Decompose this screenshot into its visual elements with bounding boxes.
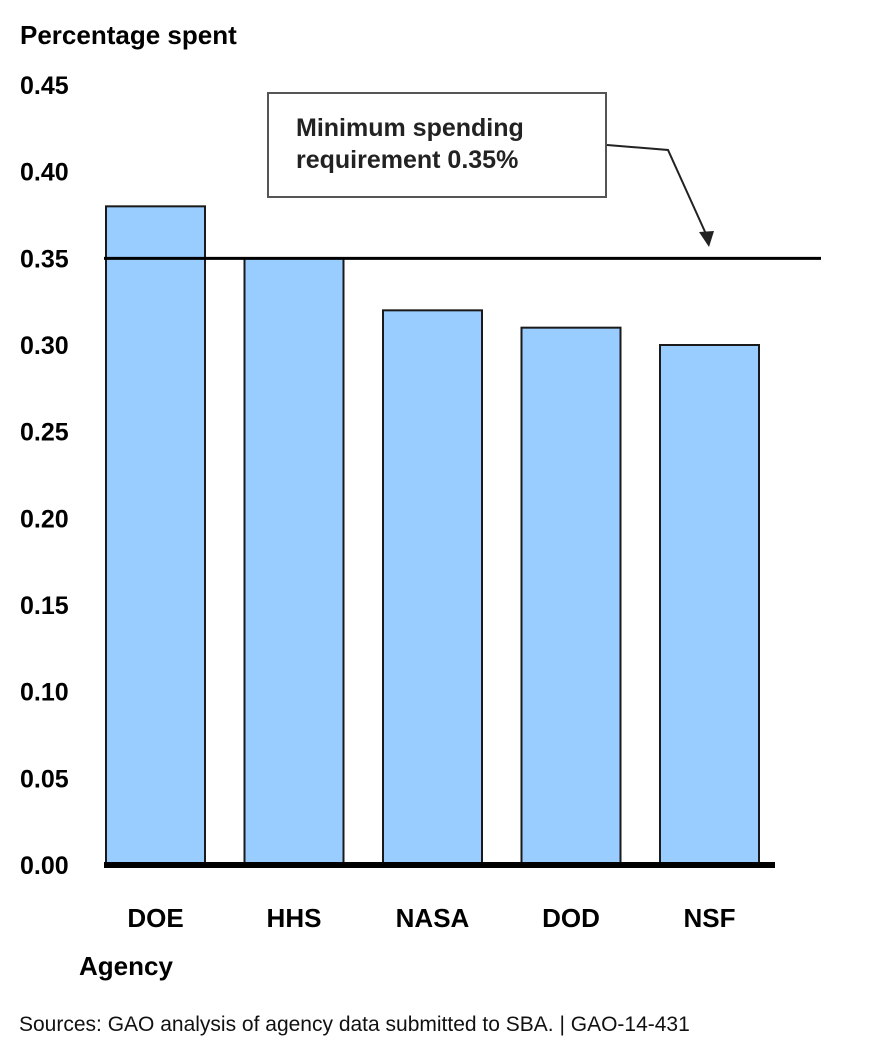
y-tick-label: 0.10: [20, 679, 69, 707]
bars-group: [105, 205, 760, 867]
y-axis-title: Percentage spent: [20, 20, 237, 50]
x-tick-labels: DOE HHS NASA DOD NSF: [127, 903, 735, 933]
x-tick-label-nsf: NSF: [684, 903, 736, 933]
annotation-line-1: Minimum spending: [296, 114, 524, 142]
y-tick-label: 0.30: [20, 332, 69, 360]
y-tick-label: 0.25: [20, 419, 69, 447]
y-tick-label: 0.45: [20, 72, 69, 100]
y-tick-label: 0.40: [20, 159, 69, 187]
y-tick-label: 0.35: [20, 245, 69, 273]
y-tick-labels: 0.00 0.05 0.10 0.15 0.20 0.25 0.30 0.35 0.40 0.45: [20, 72, 69, 880]
x-tick-label-nasa: NASA: [396, 903, 470, 933]
bar-dod: [520, 326, 622, 866]
bar-hhs: [243, 257, 345, 867]
y-tick-label: 0.00: [20, 852, 69, 880]
annotation-arrow-line: [606, 144, 707, 235]
y-tick-label: 0.20: [20, 505, 69, 533]
x-axis-title: Agency: [79, 951, 173, 981]
x-tick-label-hhs: HHS: [267, 903, 322, 933]
annotation-line-2: requirement 0.35%: [296, 146, 518, 174]
bar-doe: [105, 205, 206, 867]
bar-nsf: [659, 344, 760, 866]
annotation-arrowhead-icon: [699, 231, 714, 247]
y-tick-label: 0.05: [20, 765, 69, 793]
annotation-box: [267, 92, 607, 198]
y-tick-label: 0.15: [20, 592, 69, 620]
annotation-callout: Minimum spending requirement 0.35%: [267, 92, 714, 247]
bar-nasa: [382, 309, 483, 867]
x-tick-label-dod: DOD: [542, 903, 600, 933]
source-note: Sources: GAO analysis of agency data sub…: [19, 1013, 690, 1036]
x-tick-label-doe: DOE: [127, 903, 183, 933]
